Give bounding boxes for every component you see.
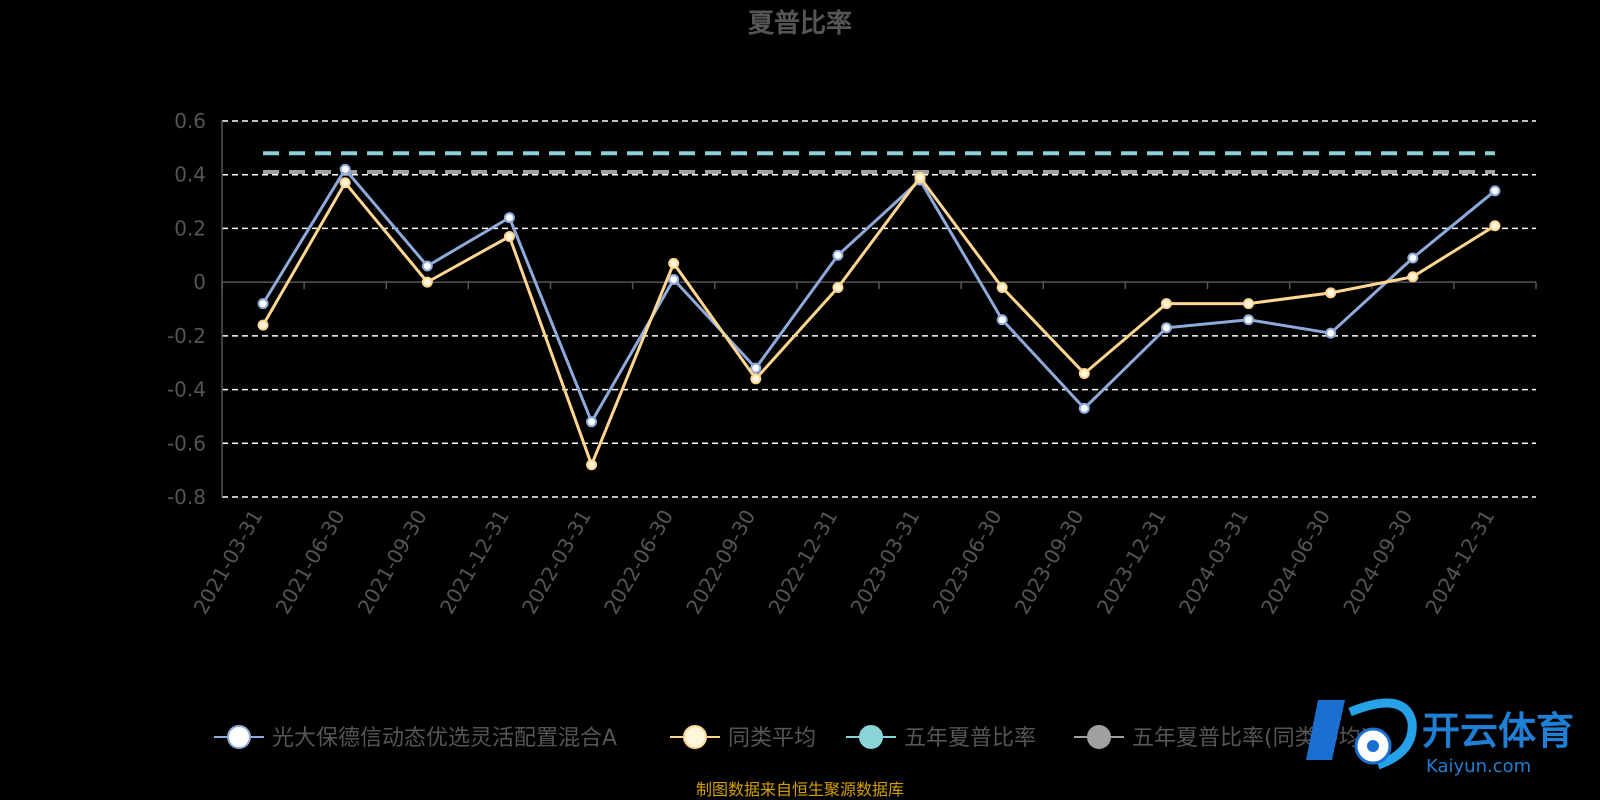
- legend-label: 五年夏普比率: [904, 726, 1036, 751]
- data-point[interactable]: [1325, 287, 1337, 299]
- data-point[interactable]: [1243, 298, 1255, 310]
- kaiyun-logo-mark: [1306, 698, 1417, 770]
- y-tick-label: -0.4: [167, 378, 206, 402]
- legend-marker: [859, 725, 883, 749]
- kaiyun-logo: 开云体育 Kaiyun.com: [1306, 698, 1574, 777]
- series-line: [261, 174, 1496, 469]
- legend-label: 光大保德信动态优选灵活配置混合A: [272, 726, 617, 751]
- data-point[interactable]: [1078, 367, 1090, 379]
- x-tick-label: 2022-09-30: [681, 506, 760, 619]
- data-point[interactable]: [668, 273, 680, 285]
- x-tick-label: 2023-12-31: [1092, 506, 1171, 619]
- x-tick-label: 2021-03-31: [188, 506, 267, 619]
- x-tick-label: 2021-06-30: [271, 506, 350, 619]
- x-tick-label: 2023-03-31: [845, 506, 924, 619]
- x-tick-label: 2021-09-30: [353, 506, 432, 619]
- x-tick-label: 2022-06-30: [599, 506, 678, 619]
- legend-item[interactable]: 光大保德信动态优选灵活配置混合A: [214, 725, 617, 751]
- x-tick-label: 2022-03-31: [517, 506, 596, 619]
- y-tick-label: -0.8: [167, 485, 206, 509]
- data-point[interactable]: [257, 298, 269, 310]
- y-tick-label: 0: [193, 270, 206, 294]
- data-point[interactable]: [996, 282, 1008, 294]
- logo-main-text: 开云体育: [1422, 709, 1574, 753]
- legend-marker: [683, 725, 707, 749]
- x-tick-label: 2024-06-30: [1256, 506, 1335, 619]
- data-point[interactable]: [339, 177, 351, 189]
- x-tick-label: 2021-12-31: [435, 506, 514, 619]
- data-point[interactable]: [1325, 327, 1337, 339]
- x-tick-label: 2022-12-31: [763, 506, 842, 619]
- data-point[interactable]: [586, 416, 598, 428]
- series-layer: [257, 163, 1501, 471]
- legend-marker: [1087, 725, 1111, 749]
- data-point[interactable]: [750, 373, 762, 385]
- data-point[interactable]: [1489, 220, 1501, 232]
- legend-item[interactable]: 五年夏普比率: [846, 725, 1036, 751]
- data-point[interactable]: [586, 459, 598, 471]
- y-tick-label: 0.4: [174, 163, 206, 187]
- grid-layer: [222, 120, 1536, 498]
- x-tick-label: 2023-09-30: [1010, 506, 1089, 619]
- data-point[interactable]: [996, 314, 1008, 326]
- data-point[interactable]: [257, 319, 269, 331]
- series-line: [261, 166, 1496, 426]
- y-tick-label: 0.6: [174, 109, 206, 133]
- data-point[interactable]: [668, 257, 680, 269]
- data-point[interactable]: [750, 362, 762, 374]
- x-tick-label: 2024-03-31: [1174, 506, 1253, 619]
- data-point[interactable]: [1489, 185, 1501, 197]
- y-axis: 0.6 0.4 0.2 0 -0.2 -0.4 -0.6 -0.8: [167, 109, 223, 509]
- legend-label: 同类平均: [728, 726, 816, 751]
- chart-title: 夏普比率: [748, 8, 852, 39]
- y-tick-label: -0.2: [167, 324, 206, 348]
- reference-lines: [263, 151, 1495, 175]
- y-tick-label: 0.2: [174, 216, 206, 240]
- logo-sub-text: Kaiyun.com: [1426, 756, 1531, 777]
- data-point[interactable]: [832, 249, 844, 261]
- data-point[interactable]: [832, 282, 844, 294]
- data-point[interactable]: [503, 212, 515, 224]
- legend-item[interactable]: 同类平均: [670, 725, 816, 751]
- data-point[interactable]: [1243, 314, 1255, 326]
- x-tick-label: 2024-09-30: [1338, 506, 1417, 619]
- x-tick-label: 2024-12-31: [1420, 506, 1499, 619]
- x-tick-label: 2023-06-30: [928, 506, 1007, 619]
- data-point[interactable]: [339, 163, 351, 175]
- data-point[interactable]: [1160, 322, 1172, 334]
- data-point[interactable]: [1078, 402, 1090, 414]
- data-point[interactable]: [1407, 271, 1419, 283]
- y-tick-label: -0.6: [167, 431, 206, 455]
- data-point[interactable]: [421, 260, 433, 272]
- data-source-note: 制图数据来自恒生聚源数据库: [696, 780, 904, 799]
- data-point[interactable]: [503, 230, 515, 242]
- data-point[interactable]: [1407, 252, 1419, 264]
- legend-marker: [227, 725, 251, 749]
- data-point[interactable]: [1160, 298, 1172, 310]
- data-point[interactable]: [421, 276, 433, 288]
- legend[interactable]: 光大保德信动态优选灵活配置混合A 同类平均 五年夏普比率 五年夏普比率(同类平均): [214, 725, 1369, 751]
- data-point[interactable]: [914, 171, 926, 183]
